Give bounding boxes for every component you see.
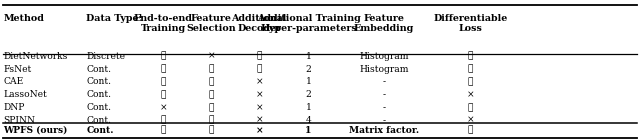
Text: LassoNet: LassoNet — [3, 90, 47, 99]
Text: ✓: ✓ — [468, 65, 473, 74]
Text: 1: 1 — [305, 103, 312, 112]
Text: -: - — [383, 103, 385, 112]
Text: ×: × — [467, 90, 474, 99]
Text: ×: × — [159, 103, 167, 112]
Text: Additional
Decoder: Additional Decoder — [232, 14, 287, 33]
Text: -: - — [383, 77, 385, 86]
Text: ×: × — [255, 77, 263, 86]
Text: ✓: ✓ — [209, 90, 214, 99]
Text: Cont.: Cont. — [86, 77, 111, 86]
Text: Method: Method — [3, 14, 44, 23]
Text: ✓: ✓ — [257, 52, 262, 61]
Text: Differentiable
Loss: Differentiable Loss — [433, 14, 508, 33]
Text: ✓: ✓ — [209, 103, 214, 112]
Text: 2: 2 — [305, 90, 312, 99]
Text: Additional Training
Hyper-parameters: Additional Training Hyper-parameters — [257, 14, 360, 33]
Text: ✓: ✓ — [209, 77, 214, 86]
Text: Cont.: Cont. — [86, 116, 111, 125]
Text: ✓: ✓ — [161, 52, 166, 61]
Text: ✓: ✓ — [468, 77, 473, 86]
Text: ✓: ✓ — [161, 116, 166, 125]
Text: 1: 1 — [305, 52, 312, 61]
Text: ✓: ✓ — [161, 65, 166, 74]
Text: Cont.: Cont. — [86, 90, 111, 99]
Text: ✓: ✓ — [468, 126, 473, 135]
Text: CAE: CAE — [3, 77, 24, 86]
Text: ✓: ✓ — [209, 116, 214, 125]
Text: ×: × — [207, 52, 215, 61]
Text: ✓: ✓ — [468, 52, 473, 61]
Text: Cont.: Cont. — [86, 65, 111, 74]
Text: Histogram: Histogram — [359, 52, 409, 61]
Text: -: - — [383, 116, 385, 125]
Text: ×: × — [255, 103, 263, 112]
Text: Cont.: Cont. — [86, 103, 111, 112]
Text: DietNetworks: DietNetworks — [3, 52, 68, 61]
Text: 2: 2 — [305, 65, 312, 74]
Text: ✓: ✓ — [209, 65, 214, 74]
Text: SPINN: SPINN — [3, 116, 35, 125]
Text: ✓: ✓ — [468, 103, 473, 112]
Text: ✓: ✓ — [161, 90, 166, 99]
Text: Data Type¹: Data Type¹ — [86, 14, 143, 23]
Text: ✓: ✓ — [209, 126, 214, 135]
Text: 4: 4 — [306, 116, 311, 125]
Text: 1: 1 — [305, 126, 312, 135]
Text: Histogram: Histogram — [359, 65, 409, 74]
Text: -: - — [383, 90, 385, 99]
Text: ✓: ✓ — [257, 65, 262, 74]
Text: Matrix factor.: Matrix factor. — [349, 126, 419, 135]
Text: WPFS (ours): WPFS (ours) — [3, 126, 68, 135]
Text: Feature
Embedding: Feature Embedding — [354, 14, 414, 33]
Text: ×: × — [255, 116, 263, 125]
Text: Feature
Selection: Feature Selection — [186, 14, 236, 33]
Text: Cont.: Cont. — [86, 126, 114, 135]
Text: Discrete: Discrete — [86, 52, 125, 61]
Text: ×: × — [467, 116, 474, 125]
Text: 1: 1 — [305, 77, 312, 86]
Text: ✓: ✓ — [161, 126, 166, 135]
Text: ✓: ✓ — [161, 77, 166, 86]
Text: FsNet: FsNet — [3, 65, 31, 74]
Text: ×: × — [255, 126, 263, 135]
Text: ×: × — [255, 90, 263, 99]
Text: DNP: DNP — [3, 103, 24, 112]
Text: End-to-end
Training: End-to-end Training — [134, 14, 193, 33]
